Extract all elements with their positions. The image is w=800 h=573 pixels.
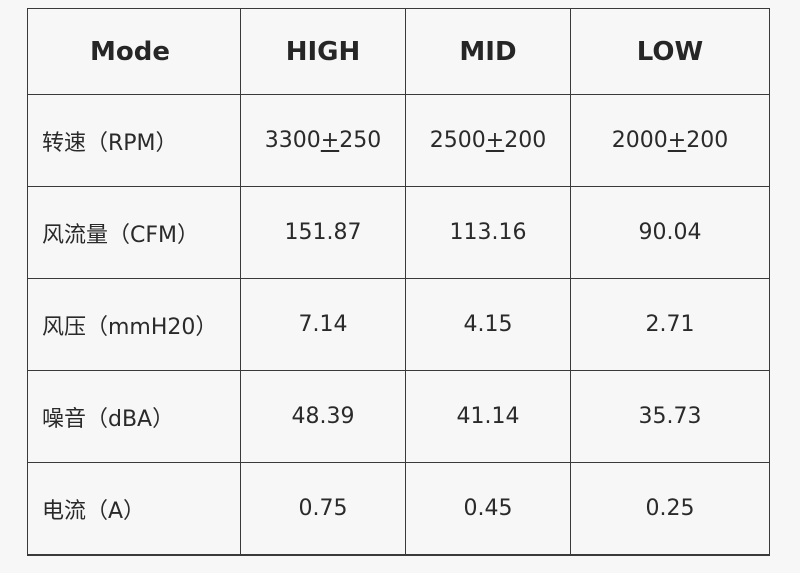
cell-tolerance: 200 (686, 128, 729, 153)
cell-pressure-mid: 4.15 (405, 278, 571, 371)
header-low: LOW (570, 8, 770, 95)
row-label-pressure: 风压（mmH20） (27, 278, 241, 371)
cell-speed-low: 2000+200 (570, 94, 770, 187)
table-row: 风压（mmH20） 7.14 4.15 2.71 (27, 278, 770, 371)
cell-airflow-mid: 113.16 (405, 186, 571, 279)
cell-value: 2500 (429, 128, 486, 153)
row-label-current: 电流（A） (27, 462, 241, 556)
cell-current-low: 0.25 (570, 462, 770, 556)
cell-value: 3300 (264, 128, 321, 153)
cell-current-mid: 0.45 (405, 462, 571, 556)
header-mid: MID (405, 8, 571, 95)
cell-airflow-low: 90.04 (570, 186, 770, 279)
row-label-speed: 转速（RPM） (27, 94, 241, 187)
row-label-noise: 噪音（dBA） (27, 370, 241, 463)
cell-pressure-high: 7.14 (240, 278, 406, 371)
table-row: 转速（RPM） 3300+250 2500+200 2000+200 (27, 94, 770, 187)
table-row: 噪音（dBA） 48.39 41.14 35.73 (27, 370, 770, 463)
cell-pressure-low: 2.71 (570, 278, 770, 371)
cell-current-high: 0.75 (240, 462, 406, 556)
plus-minus: + (485, 128, 505, 153)
table-row: 电流（A） 0.75 0.45 0.25 (27, 462, 770, 556)
cell-tolerance: 250 (339, 128, 382, 153)
table-row: 风流量（CFM） 151.87 113.16 90.04 (27, 186, 770, 279)
cell-speed-high: 3300+250 (240, 94, 406, 187)
plus-minus: + (667, 128, 687, 153)
header-mode: Mode (27, 8, 241, 95)
cell-noise-low: 35.73 (570, 370, 770, 463)
cell-airflow-high: 151.87 (240, 186, 406, 279)
cell-tolerance: 200 (504, 128, 547, 153)
cell-noise-high: 48.39 (240, 370, 406, 463)
spec-table: Mode HIGH MID LOW 转速（RPM） 3300+250 2500+… (27, 8, 770, 556)
cell-noise-mid: 41.14 (405, 370, 571, 463)
row-label-airflow: 风流量（CFM） (27, 186, 241, 279)
header-high: HIGH (240, 8, 406, 95)
cell-speed-mid: 2500+200 (405, 94, 571, 187)
cell-value: 2000 (611, 128, 668, 153)
header-row: Mode HIGH MID LOW (27, 8, 770, 95)
plus-minus: + (320, 128, 340, 153)
